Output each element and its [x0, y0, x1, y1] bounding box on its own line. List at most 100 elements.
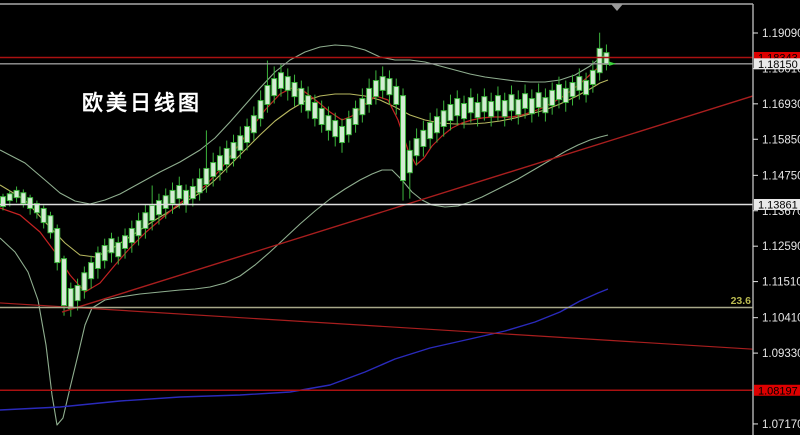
candle-body — [555, 83, 562, 101]
candle-body — [339, 125, 345, 144]
candle-body — [366, 87, 373, 105]
candle-body — [155, 200, 162, 216]
candle-body — [359, 98, 366, 116]
candle-body — [108, 238, 115, 254]
candle-body — [325, 115, 332, 131]
candle-body — [461, 103, 468, 120]
candle-body — [420, 129, 427, 147]
price-badge-label: 1.08197 — [758, 385, 798, 397]
candle-body — [501, 100, 508, 118]
candle-body — [142, 212, 149, 229]
axis-tick-label: 1.16930 — [762, 99, 800, 111]
candle-body — [427, 122, 434, 140]
bollinger-upper-band-line — [0, 44, 609, 205]
candle-body — [603, 52, 610, 65]
candle-body — [576, 76, 583, 91]
candle-body — [311, 102, 318, 120]
candle-body — [237, 135, 244, 151]
candle-body — [413, 138, 420, 157]
fib-236-label: 23.6 — [730, 295, 751, 307]
candle-body — [298, 87, 305, 105]
candle-body — [74, 285, 81, 302]
candle-body — [569, 82, 576, 98]
candle-body — [61, 258, 68, 307]
candle-body — [162, 195, 169, 209]
candle-body — [189, 185, 196, 200]
slow-ma-line — [0, 288, 609, 411]
candle-body — [291, 82, 298, 98]
candle-body — [379, 76, 386, 91]
candle-body — [196, 178, 203, 194]
candle-body — [332, 120, 339, 138]
candle-body — [230, 142, 237, 160]
candle-body — [257, 100, 264, 120]
candle-body — [203, 167, 210, 186]
candle-body — [33, 203, 40, 214]
candle-body — [549, 89, 556, 106]
current-price-marker — [609, 61, 616, 66]
candle-body — [393, 85, 400, 105]
candle-body — [433, 116, 440, 134]
candle-body — [271, 78, 278, 97]
candle-body — [0, 196, 6, 207]
candle-body — [454, 98, 461, 117]
candle-body — [6, 193, 13, 202]
candle-body — [101, 245, 108, 262]
candle-body — [515, 99, 522, 116]
candle-body — [210, 162, 217, 178]
candle-body — [67, 287, 74, 309]
candle-body — [54, 227, 61, 264]
axis-tick-label: 1.09330 — [762, 348, 800, 360]
price-badge-label: 1.13861 — [758, 199, 798, 211]
candle-body — [27, 197, 34, 209]
chart-shift-marker-icon[interactable] — [611, 4, 623, 11]
axis-tick-label: 1.10410 — [762, 313, 800, 325]
candle-body — [488, 101, 495, 118]
candle-body — [481, 96, 488, 113]
candle-body — [535, 92, 542, 108]
bollinger-lower-band-line — [0, 134, 609, 426]
price-badge-red — [754, 384, 800, 396]
axis-tick-label: 1.07170 — [762, 419, 800, 431]
candle-body — [250, 115, 257, 134]
candle-body — [447, 103, 454, 122]
candle-body — [122, 235, 129, 249]
chart-title-label: 欧美日线图 — [82, 92, 202, 115]
candle-body — [474, 102, 481, 119]
candle-body — [522, 93, 529, 109]
candle-body — [528, 98, 535, 115]
candle-body — [508, 94, 515, 112]
candle-body — [149, 205, 156, 222]
candle-body — [494, 95, 501, 112]
candle-body — [216, 155, 223, 171]
candle-body — [400, 95, 407, 182]
candle-body — [277, 72, 284, 89]
axis-tick-label: 1.12590 — [762, 241, 800, 253]
candle-body — [20, 192, 27, 205]
candle-body — [596, 47, 603, 74]
candle-body — [345, 118, 352, 136]
candle-body — [386, 78, 393, 96]
candle-body — [40, 207, 47, 224]
candle-body — [244, 125, 251, 144]
candle-body — [169, 189, 176, 205]
axis-tick-label: 1.14750 — [762, 170, 800, 182]
candle-body — [13, 189, 20, 199]
candle-body — [589, 69, 596, 85]
axis-tick-label: 1.15850 — [762, 134, 800, 146]
price-badge-red — [754, 51, 800, 63]
axis-tick-label: 1.19090 — [762, 28, 800, 40]
candle-body — [284, 76, 291, 91]
candle-body — [176, 185, 183, 200]
candle-body — [81, 272, 88, 291]
descending-trendline[interactable] — [0, 302, 754, 350]
candle-body — [115, 242, 122, 258]
candle-body — [318, 107, 325, 125]
axis-tick-label: 1.11510 — [762, 277, 800, 289]
candle-body — [135, 220, 142, 237]
candle-body — [88, 262, 95, 280]
candle-body — [47, 215, 54, 234]
candle-body — [128, 227, 135, 244]
